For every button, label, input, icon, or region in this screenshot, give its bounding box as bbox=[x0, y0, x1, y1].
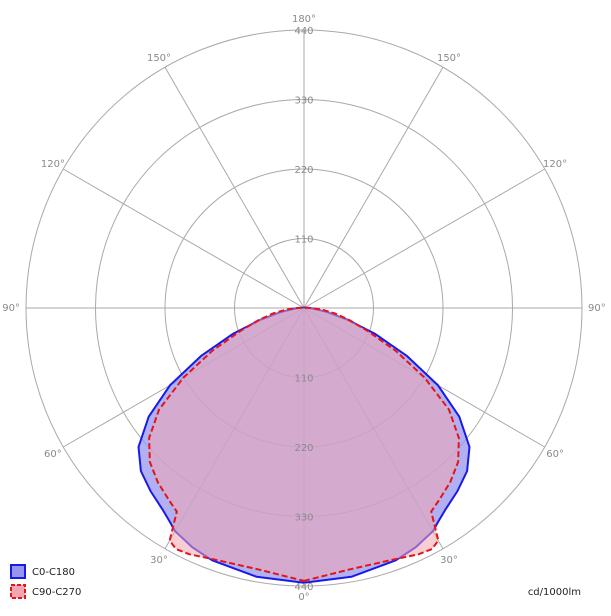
grid-spoke-210 bbox=[164, 66, 305, 309]
radial-tick-label-upper-330: 330 bbox=[294, 96, 313, 107]
grid-spoke-150 bbox=[303, 66, 444, 309]
legend-swatch-c0-c180 bbox=[10, 564, 26, 579]
angle-label-150-left: 150° bbox=[147, 53, 171, 64]
angle-label-180-right: 180° bbox=[292, 14, 316, 25]
unit-label: cd/1000lm bbox=[528, 587, 581, 598]
radial-tick-label-upper-220: 220 bbox=[294, 165, 313, 176]
radial-tick-label-lower-110: 110 bbox=[294, 374, 313, 385]
angle-label-30-right: 30° bbox=[440, 555, 458, 566]
angle-label-60-left: 60° bbox=[44, 449, 62, 460]
radial-tick-label-lower-220: 220 bbox=[294, 443, 313, 454]
legend-label-c0-c180: C0-C180 bbox=[32, 567, 75, 578]
angle-label-90-left: 90° bbox=[2, 303, 20, 314]
angle-label-90-right: 90° bbox=[588, 303, 606, 314]
angle-label-150-right: 150° bbox=[437, 53, 461, 64]
axis-labels: 1101102202203303304404400°30°30°60°60°90… bbox=[2, 14, 605, 603]
grid-spoke-120 bbox=[303, 168, 546, 309]
radial-tick-label-lower-440: 440 bbox=[294, 582, 313, 593]
angle-label-120-right: 120° bbox=[543, 159, 567, 170]
series-curve-c90-c270 bbox=[148, 306, 460, 582]
legend-swatch-c90-c270 bbox=[10, 584, 26, 599]
radial-tick-label-upper-110: 110 bbox=[294, 235, 313, 246]
legend-label-c90-c270: C90-C270 bbox=[32, 587, 81, 598]
radial-tick-label-lower-330: 330 bbox=[294, 513, 313, 524]
legend: C0-C180 C90-C270 bbox=[10, 564, 81, 599]
angle-label-0-right: 0° bbox=[298, 592, 309, 603]
grid-spoke-240 bbox=[62, 168, 305, 309]
angle-label-30-left: 30° bbox=[150, 555, 168, 566]
angle-label-120-left: 120° bbox=[41, 159, 65, 170]
angle-label-60-right: 60° bbox=[546, 449, 564, 460]
radial-tick-label-upper-440: 440 bbox=[294, 26, 313, 37]
series-layer bbox=[137, 306, 471, 584]
